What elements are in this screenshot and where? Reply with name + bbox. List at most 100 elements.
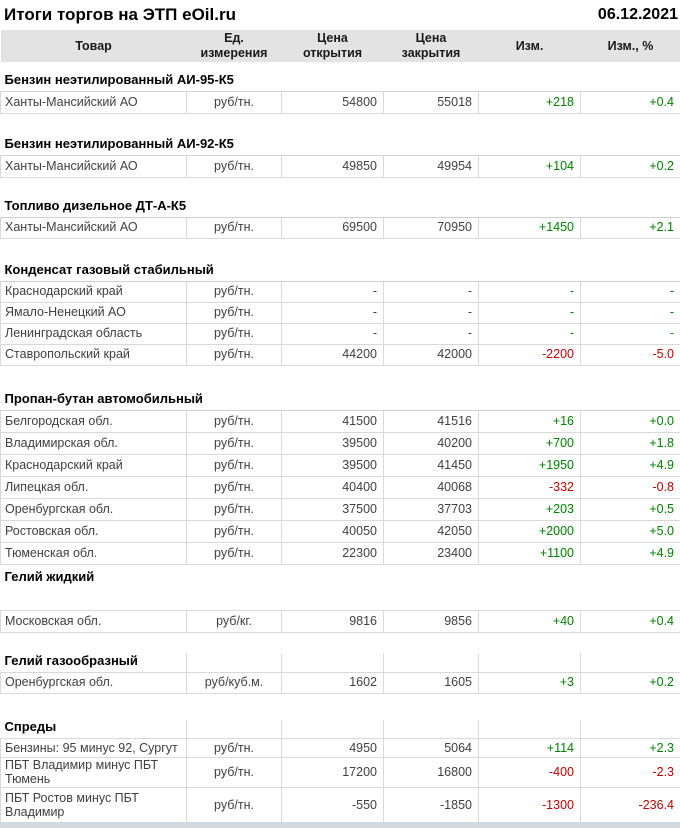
spacer-row: [0, 113, 680, 133]
unit-cell: руб/кг.: [186, 609, 282, 633]
section-header-row: Спреды: [1, 720, 680, 739]
close-price-cell: -: [383, 280, 479, 303]
product-cell: Краснодарский край: [0, 453, 187, 477]
section-header-row: Бензин неэтилированный АИ-95-К5: [0, 67, 680, 92]
data-row: Бензины: 95 минус 92, Сургут руб/тн. 4950 5…: [0, 737, 680, 758]
open-price-cell: 1602: [281, 671, 384, 694]
close-price-cell: 42050: [383, 519, 479, 543]
section-title: Гелий жидкий: [4, 569, 95, 585]
product-cell: Бензины: 95 минус 92, Сургут: [0, 737, 187, 758]
open-price-cell: 37500: [281, 497, 384, 521]
column-header-2: Цена открытия: [281, 30, 384, 62]
change-pct-cell: +0.5: [580, 497, 680, 521]
change-cell: +2000: [478, 519, 581, 543]
change-pct-cell: +0.4: [580, 90, 680, 114]
unit-cell: руб/тн.: [186, 409, 282, 433]
change-pct-cell: -2.3: [580, 756, 680, 788]
unit-cell: руб/тн.: [186, 431, 282, 455]
product-cell: Ставропольский край: [0, 343, 187, 366]
change-pct-cell: -: [580, 322, 680, 345]
change-cell: +203: [478, 497, 581, 521]
spacer-row: [0, 177, 680, 196]
change-pct-cell: +0.2: [580, 154, 680, 178]
close-price-cell: 5064: [383, 737, 479, 758]
unit-cell: руб/куб.м.: [186, 671, 282, 694]
open-price-cell: -550: [281, 786, 384, 823]
change-pct-cell: +0.0: [580, 409, 680, 433]
section-empty-cell: [383, 720, 479, 739]
close-price-cell: 1605: [383, 671, 479, 694]
change-cell: -332: [478, 475, 581, 499]
section-empty-cell: [186, 720, 282, 739]
spacer-row: [0, 238, 680, 259]
data-row: ПБТ Ростов минус ПБТ Владимир руб/тн. -550…: [0, 786, 680, 823]
close-price-cell: 70950: [383, 216, 479, 239]
open-price-cell: 54800: [281, 90, 384, 114]
data-row: Ямало-Ненецкий АО руб/тн. - - - -: [0, 301, 680, 324]
unit-cell: руб/тн.: [186, 216, 282, 239]
product-cell: Белгородская обл.: [0, 409, 187, 433]
product-cell: Ханты-Мансийский АО: [0, 216, 187, 239]
open-price-cell: 17200: [281, 756, 384, 788]
unit-cell: руб/тн.: [186, 90, 282, 114]
open-price-cell: -: [281, 280, 384, 303]
spacer-row: [0, 632, 680, 653]
close-price-cell: 37703: [383, 497, 479, 521]
change-pct-cell: -0.8: [580, 475, 680, 499]
unit-cell: руб/тн.: [186, 322, 282, 345]
change-cell: -: [478, 301, 581, 324]
column-header-4: Изм.: [478, 30, 581, 62]
unit-cell: руб/тн.: [186, 280, 282, 303]
spacer-cell: [0, 365, 680, 388]
column-header-3: Цена закрытия: [383, 30, 479, 62]
product-cell: Оренбургская обл.: [0, 497, 187, 521]
section-empty-cell: [478, 653, 581, 672]
close-price-cell: -1850: [383, 786, 479, 823]
data-row: Оренбургская обл. руб/тн. 37500 37703 +203 +0…: [0, 497, 680, 521]
close-price-cell: 41516: [383, 409, 479, 433]
unit-cell: руб/тн.: [186, 497, 282, 521]
spacer-cell: [0, 588, 680, 610]
change-pct-cell: -5.0: [580, 343, 680, 366]
unit-cell: руб/тн.: [186, 343, 282, 366]
open-price-cell: 41500: [281, 409, 384, 433]
open-price-cell: 39500: [281, 453, 384, 477]
change-cell: +114: [478, 737, 581, 758]
change-cell: -1300: [478, 786, 581, 823]
section-header-row: Гелий жидкий: [1, 564, 680, 588]
open-price-cell: -: [281, 301, 384, 324]
section-empty-cell: [186, 653, 282, 672]
open-price-cell: 4950: [281, 737, 384, 758]
section-header-row: Топливо дизельное ДТ-А-К5: [0, 196, 680, 218]
section-title: Топливо дизельное ДТ-А-К5: [0, 196, 680, 218]
change-cell: +700: [478, 431, 581, 455]
open-price-cell: 44200: [281, 343, 384, 366]
change-pct-cell: +4.9: [580, 541, 680, 565]
section-empty-cell: [281, 653, 384, 672]
data-row: Ленинградская область руб/тн. - - - -: [0, 322, 680, 345]
product-cell: ПБТ Владимир минус ПБТ Тюмень: [0, 756, 187, 788]
change-pct-cell: +2.1: [580, 216, 680, 239]
unit-cell: руб/тн.: [186, 154, 282, 178]
product-cell: Оренбургская обл.: [0, 671, 187, 694]
section-header-row: Конденсат газовый стабильный: [0, 259, 680, 282]
change-cell: +16: [478, 409, 581, 433]
spacer-cell: [0, 238, 680, 259]
product-cell: Липецкая обл.: [0, 475, 187, 499]
product-cell: Тюменская обл.: [0, 541, 187, 565]
close-price-cell: -: [383, 301, 479, 324]
product-cell: ПБТ Ростов минус ПБТ Владимир: [0, 786, 187, 823]
product-cell: Ямало-Ненецкий АО: [0, 301, 187, 324]
results-table-body: Бензин неэтилированный АИ-95-К5 Ханты-Ман…: [0, 62, 680, 823]
change-cell: -: [478, 280, 581, 303]
change-cell: +104: [478, 154, 581, 178]
results-table: Товар Ед. измерения Цена открытия Цена закр…: [0, 30, 680, 823]
unit-cell: руб/тн.: [186, 301, 282, 324]
spacer-cell: [0, 113, 680, 133]
data-row: Ханты-Мансийский АО руб/тн. 69500 70950 +145…: [0, 216, 680, 239]
bottom-strip: [0, 822, 680, 828]
product-cell: Ленинградская область: [0, 322, 187, 345]
change-cell: +3: [478, 671, 581, 694]
